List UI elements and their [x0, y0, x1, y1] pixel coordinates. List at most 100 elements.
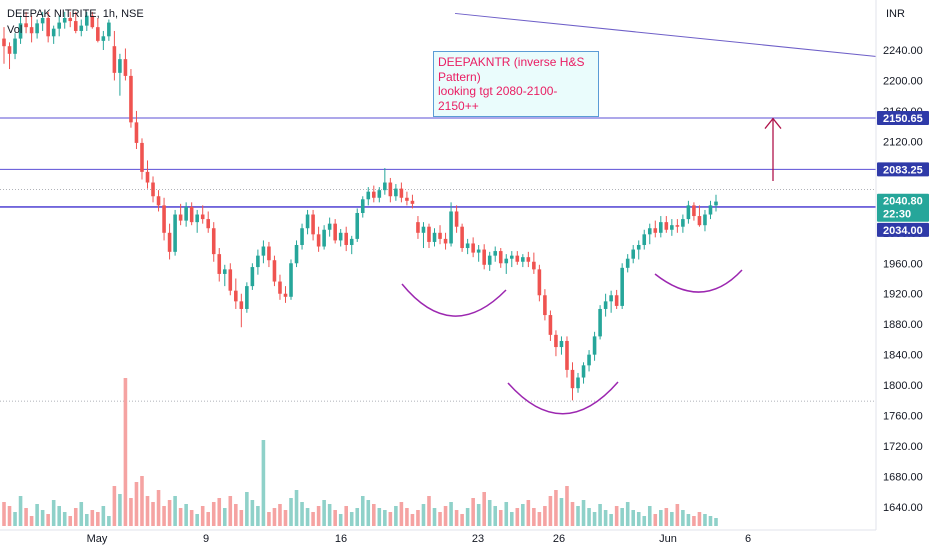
volume-bar: [609, 514, 613, 526]
candle-body: [256, 255, 260, 268]
volume-bar: [686, 514, 691, 526]
candle-body: [647, 228, 652, 235]
candle-body: [471, 243, 475, 253]
volume-bar: [327, 504, 332, 526]
volume-bar: [515, 508, 520, 526]
volume-bar: [565, 486, 569, 526]
volume-bar: [614, 506, 619, 526]
candle-body: [565, 340, 569, 370]
candle-body: [681, 219, 685, 227]
volume-bar: [642, 516, 647, 526]
y-tick-label: 1960.00: [883, 258, 923, 270]
candle-body: [636, 244, 641, 250]
x-tick-label: May: [87, 533, 108, 545]
candle-body: [184, 206, 188, 221]
candle-body: [482, 249, 486, 265]
volume-bar: [211, 502, 216, 526]
y-tick-label: 1640.00: [883, 502, 923, 514]
candle-body: [708, 205, 713, 215]
volume-bar: [443, 506, 448, 526]
volume-bar: [344, 506, 348, 526]
volume-bar: [653, 514, 658, 526]
volume-bar: [156, 490, 161, 526]
candle-body: [344, 232, 348, 245]
x-tick-label: 16: [335, 533, 347, 545]
candle-body: [239, 301, 244, 309]
candle-body: [294, 244, 299, 264]
volume-bar: [449, 502, 453, 526]
candle-body: [112, 46, 117, 73]
volume-bar: [79, 502, 84, 526]
last-price-label-bg: [877, 193, 929, 222]
last-price-label: 2040.80: [883, 196, 923, 208]
candle-body: [509, 255, 514, 259]
candle-body: [73, 21, 78, 31]
symbol-title[interactable]: DEEPAK NITRITE, 1h, NSE: [7, 8, 144, 20]
last-price-label: 22:30: [883, 209, 911, 221]
volume-bar: [631, 510, 636, 526]
volume-bar: [537, 512, 542, 526]
x-tick-label: Jun: [659, 533, 677, 545]
candle-body: [316, 234, 321, 247]
candle-body: [394, 188, 398, 197]
volume-bar: [234, 504, 238, 526]
volume-bar: [620, 508, 624, 526]
y-tick-label: 1760.00: [883, 411, 923, 423]
volume-bar: [24, 508, 28, 526]
volume-bar: [636, 512, 641, 526]
volume-bar: [454, 510, 459, 526]
y-tick-label: 1800.00: [883, 380, 923, 392]
candle-body: [714, 201, 718, 206]
y-tick-label: 2200.00: [883, 75, 923, 87]
candle-body: [559, 340, 564, 348]
candle-body: [151, 182, 155, 197]
volume-bar: [647, 506, 652, 526]
volume-bar: [498, 510, 503, 526]
candle-body: [107, 22, 111, 37]
candle-body: [686, 205, 691, 220]
candle-body: [504, 258, 509, 264]
volume-bar: [587, 508, 591, 526]
price-axis[interactable]: INR 1640.00 1680.00 1720.00 1760.00 1800.00 18…: [875, 0, 932, 550]
candle-body: [388, 182, 393, 197]
candle-body: [664, 222, 669, 230]
volume-bar: [200, 506, 205, 526]
candle-body: [432, 232, 437, 242]
volume-bar: [405, 508, 409, 526]
candle-body: [283, 293, 288, 297]
volume-bar: [592, 512, 597, 526]
target-arrow-head: [764, 117, 782, 129]
volume-bar: [427, 496, 431, 526]
x-tick-label: 6: [745, 533, 751, 545]
volume-bar: [603, 510, 608, 526]
candle-body: [603, 301, 608, 309]
candle-body: [123, 59, 128, 76]
candles: [2, 11, 718, 401]
candle-body: [250, 267, 255, 287]
volume-bar: [217, 498, 222, 526]
volume-bar: [377, 508, 382, 526]
candle-body: [162, 205, 166, 233]
candle-body: [460, 226, 464, 249]
volume-bar: [570, 502, 575, 526]
time-axis[interactable]: May 9 16 23 26 Jun 6: [0, 529, 876, 545]
volume-bar: [366, 500, 371, 526]
candle-body: [245, 286, 249, 309]
candle-body: [13, 38, 17, 54]
volume-bar: [714, 518, 718, 526]
candle-body: [300, 228, 304, 245]
annotation-note[interactable]: DEEPAKNTR (inverse H&S Pattern) looking …: [433, 51, 599, 117]
price-axis-bg: [876, 0, 932, 550]
candle-body: [487, 255, 492, 265]
volume-bar: [118, 494, 122, 526]
candle-body: [333, 223, 337, 241]
candle-body: [399, 188, 404, 198]
candle-body: [178, 214, 183, 221]
candle-body: [261, 246, 266, 256]
volume-bar: [101, 506, 106, 526]
candle-body: [51, 28, 56, 37]
volume-bar: [360, 496, 365, 526]
volume-label[interactable]: Vol: [7, 24, 23, 36]
candle-body: [416, 222, 420, 233]
